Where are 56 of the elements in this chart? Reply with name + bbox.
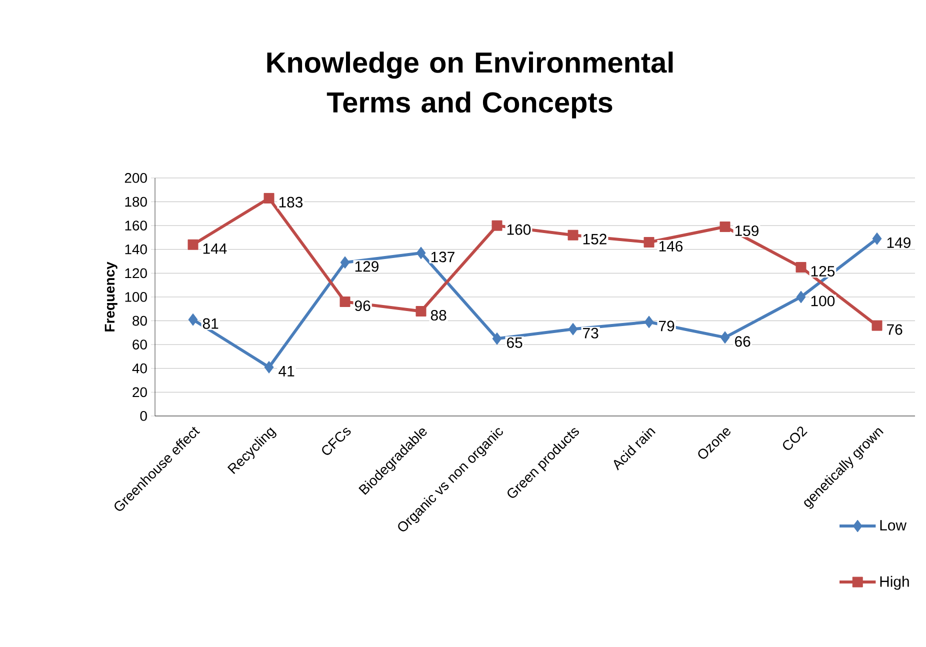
y-tick-label: 120: [125, 268, 147, 278]
y-tick-label: 20: [132, 387, 147, 398]
point: [264, 192, 274, 204]
data-label: 137: [431, 252, 454, 262]
data-label: 146: [659, 240, 683, 252]
point: [188, 313, 198, 326]
data-label: 183: [279, 196, 303, 208]
point: [264, 360, 274, 374]
point: [720, 331, 730, 344]
y-tick-label: 60: [132, 340, 147, 350]
y-axis-title: Frequency: [104, 262, 118, 332]
data-label: 159: [735, 225, 758, 236]
point: [492, 220, 502, 231]
data-label: 160: [507, 224, 531, 235]
y-tick-label: 180: [125, 196, 147, 207]
data-label: 41: [278, 366, 294, 376]
point: [340, 296, 350, 307]
point: [720, 222, 730, 232]
y-tick-label: 0: [140, 411, 147, 421]
data-label: 81: [202, 318, 218, 329]
data-label: 73: [583, 328, 598, 338]
data-label: 144: [203, 243, 227, 254]
data-label: 129: [355, 261, 378, 272]
point: [568, 230, 578, 240]
point: [492, 332, 502, 345]
y-tick-label: 200: [124, 173, 147, 183]
point: [416, 246, 426, 260]
data-label: 125: [811, 266, 835, 277]
point: [644, 236, 654, 248]
point: [568, 322, 578, 336]
legend-label: Low: [880, 520, 907, 531]
y-tick-label: 100: [125, 292, 147, 302]
point: [188, 239, 198, 250]
point: [416, 306, 426, 317]
data-label: 149: [887, 237, 910, 248]
data-label: 100: [811, 296, 835, 306]
point: [872, 232, 882, 245]
y-tick-label: 40: [132, 363, 147, 374]
point: [340, 256, 350, 269]
data-label: 76: [887, 324, 902, 335]
point: [796, 290, 806, 304]
point: [872, 320, 882, 331]
data-label: 66: [735, 336, 750, 347]
data-label: 79: [659, 320, 674, 332]
legend-label: High: [880, 576, 909, 590]
data-label: 88: [430, 310, 446, 321]
data-label: 152: [583, 234, 606, 244]
y-tick-label: 140: [125, 244, 147, 254]
y-tick-label: 160: [125, 220, 147, 231]
data-label: 65: [507, 337, 522, 348]
chart-title: Knowledge on Environmental Terms and Concepts: [267, 52, 673, 118]
data-label: 96: [354, 300, 370, 312]
point: [796, 262, 806, 272]
y-tick-label: 80: [132, 316, 147, 326]
x-tick-label: CO2: [783, 426, 808, 450]
point: [644, 316, 654, 328]
